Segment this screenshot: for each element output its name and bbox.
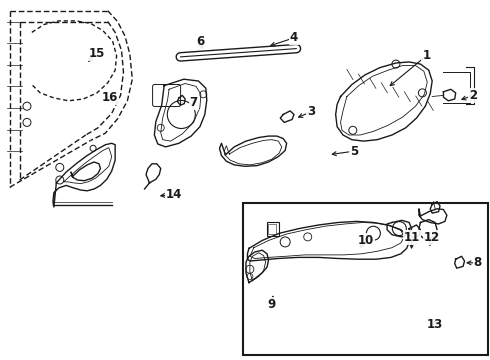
Text: 7: 7 bbox=[190, 96, 197, 109]
Text: 4: 4 bbox=[290, 31, 298, 44]
Bar bbox=[268, 224, 276, 234]
Bar bbox=[267, 222, 279, 237]
Text: 8: 8 bbox=[474, 256, 482, 269]
Text: 3: 3 bbox=[307, 105, 315, 118]
Text: 6: 6 bbox=[196, 35, 204, 48]
Text: 13: 13 bbox=[427, 318, 443, 330]
Text: 1: 1 bbox=[422, 49, 430, 62]
Text: 5: 5 bbox=[350, 145, 358, 158]
Text: 10: 10 bbox=[358, 234, 374, 247]
Text: 9: 9 bbox=[268, 298, 276, 311]
Text: 11: 11 bbox=[403, 231, 420, 244]
Text: 16: 16 bbox=[102, 91, 119, 104]
Text: 15: 15 bbox=[88, 47, 105, 60]
Text: 14: 14 bbox=[166, 188, 182, 201]
Bar bbox=[243, 203, 488, 355]
Text: 12: 12 bbox=[424, 231, 441, 244]
Text: 2: 2 bbox=[469, 89, 477, 102]
